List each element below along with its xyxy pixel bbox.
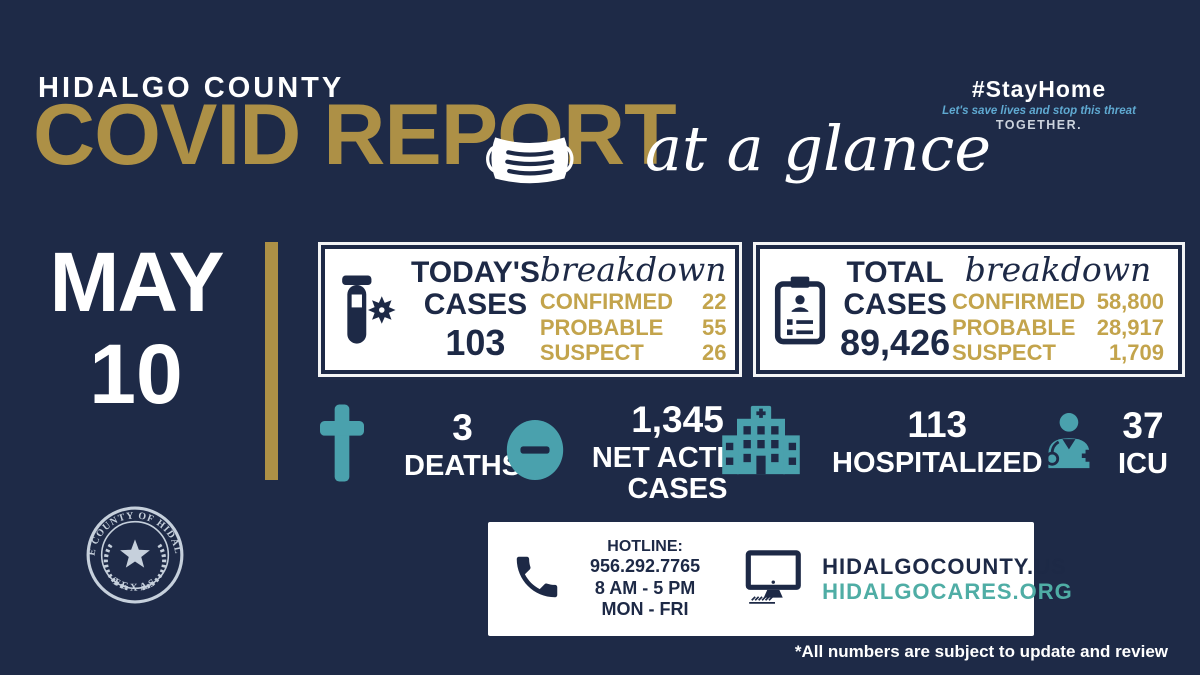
breakdown-label: CONFIRMED [952, 288, 1086, 314]
todays-cases-box: TODAY'S CASES 103 breakdown CONFIRMED 22… [321, 245, 739, 374]
breakdown-title: breakdown [964, 249, 1152, 289]
stayhome-tagline: Let's save lives and stop this threat [942, 105, 1136, 117]
breakdown-row: PROBABLE 28,917 [952, 315, 1164, 341]
date-day: 10 [89, 327, 183, 421]
hospital-icon [722, 404, 800, 481]
websites-block: HIDALGOCOUNTY.US HIDALGOCARES.ORG [822, 554, 1073, 605]
todays-cases-label-block: TODAY'S CASES 103 [411, 257, 540, 362]
net-active-value: 1,345 [631, 399, 724, 440]
breakdown-value: 26 [701, 340, 727, 366]
breakdown-label: PROBABLE [539, 314, 664, 340]
seal-bottom-text: TEXAS [110, 576, 157, 594]
face-mask-icon [483, 121, 577, 207]
total-cases-box: TOTAL CASES 89,426 breakdown CONFIRMED 5… [756, 245, 1182, 374]
hotline-block: HOTLINE: 956.292.7765 8 AM - 5 PM MON - … [590, 537, 700, 621]
county-name: HIDALGO COUNTY [38, 72, 345, 104]
disclaimer-text: *All numbers are subject to update and r… [794, 642, 1168, 661]
date-month: MAY [49, 235, 225, 329]
breakdown-row: SUSPECT 26 [540, 340, 727, 366]
total-cases-label1: TOTAL [846, 256, 944, 290]
phone-icon [510, 550, 564, 609]
title-pre: COVID REP [33, 87, 498, 183]
deaths-label: DEATHS [404, 450, 522, 483]
divider-bar [265, 242, 278, 480]
hospitalized-value: 113 [907, 404, 968, 446]
clipboard-icon [760, 275, 840, 345]
breakdown-title: breakdown [539, 249, 727, 289]
county-seal: THE COUNTY OF HIDALGO TEXAS [85, 505, 184, 604]
icu-label: ICU [1118, 447, 1168, 480]
report-date: MAY 10 [30, 240, 242, 416]
stat-deaths: 3 DEATHS [320, 404, 521, 487]
breakdown-row: SUSPECT 1,709 [952, 340, 1164, 366]
breakdown-row: CONFIRMED 22 [540, 289, 727, 315]
cross-icon [320, 404, 364, 487]
stat-icu: 37 ICU [1040, 406, 1168, 480]
stayhome-together: TOGETHER. [995, 118, 1083, 132]
computer-icon [744, 549, 806, 610]
total-cases-label2: CASES [843, 287, 947, 321]
hotline-label: HOTLINE: [607, 538, 683, 556]
breakdown-value: 28,917 [1096, 314, 1164, 340]
hospitalized-label: HOSPITALIZED [832, 447, 1043, 480]
total-cases-label-block: TOTAL CASES 89,426 [840, 257, 950, 362]
contact-box: HOTLINE: 956.292.7765 8 AM - 5 PM MON - … [488, 522, 1072, 636]
breakdown-value: 1,709 [1108, 340, 1164, 366]
page-title: COVID REPO RT [33, 92, 677, 183]
stayhome-hashtag: #StayHome [971, 76, 1107, 102]
total-breakdown: breakdown CONFIRMED 58,800 PROBABLE 28,9… [952, 253, 1164, 367]
breakdown-value: 58,800 [1096, 288, 1164, 314]
breakdown-value: 55 [701, 314, 727, 340]
todays-cases-value: 103 [445, 322, 506, 364]
total-cases-value: 89,426 [840, 322, 951, 364]
breakdown-row: CONFIRMED 58,800 [952, 289, 1164, 315]
hotline-phone: 956.292.7765 [590, 556, 701, 577]
stat-hospitalized: 113 HOSPITALIZED [722, 404, 1043, 481]
todays-cases-label2: CASES [423, 287, 528, 321]
hotline-days: MON - FRI [601, 599, 689, 620]
breakdown-label: SUSPECT [539, 340, 644, 366]
svg-text:TEXAS: TEXAS [110, 576, 160, 594]
todays-breakdown: breakdown CONFIRMED 22 PROBABLE 55 SUSPE… [540, 253, 727, 367]
subtitle-at-a-glance: at a glance [645, 112, 992, 185]
website-primary: HIDALGOCOUNTY.US [822, 553, 1067, 579]
breakdown-label: SUSPECT [952, 340, 1056, 366]
website-secondary: HIDALGOCARES.ORG [822, 579, 1073, 604]
test-tube-icon [325, 272, 411, 348]
icu-value: 37 [1122, 405, 1164, 446]
breakdown-value: 22 [701, 288, 727, 314]
title-post: RT [563, 87, 677, 183]
deaths-value: 3 [452, 407, 473, 449]
todays-cases-label1: TODAY'S [411, 256, 540, 290]
doctor-icon [1040, 410, 1096, 477]
hotline-hours: 8 AM - 5 PM [594, 577, 696, 598]
breakdown-label: PROBABLE [952, 314, 1076, 340]
breakdown-label: CONFIRMED [539, 288, 674, 314]
stayhome-block: #StayHome Let's save lives and stop this… [906, 76, 1172, 132]
breakdown-row: PROBABLE 55 [540, 315, 727, 341]
minus-circle-icon [505, 418, 565, 487]
